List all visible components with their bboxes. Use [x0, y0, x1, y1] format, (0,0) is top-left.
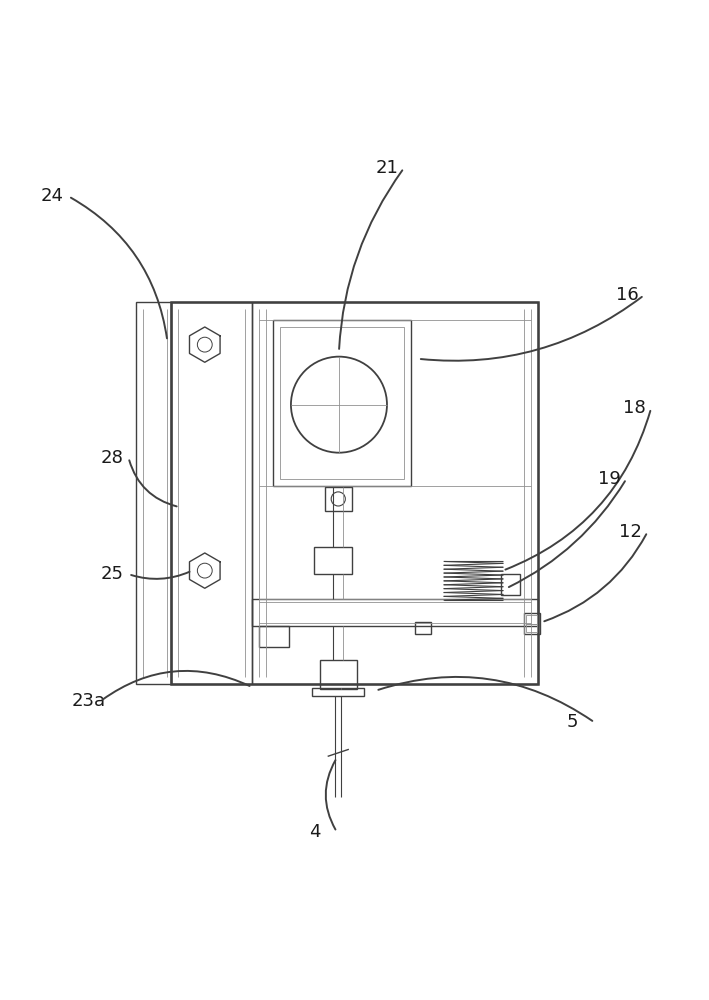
Bar — [135, 302, 171, 684]
Bar — [273, 320, 411, 486]
Bar — [524, 613, 540, 634]
Text: 23a: 23a — [72, 692, 106, 710]
Text: 12: 12 — [620, 523, 642, 541]
Bar — [526, 615, 537, 624]
Text: 19: 19 — [598, 470, 621, 488]
Bar — [325, 487, 352, 511]
Bar — [252, 599, 538, 626]
Bar — [313, 547, 352, 574]
Bar — [280, 327, 404, 479]
Bar — [320, 660, 357, 689]
Text: 25: 25 — [100, 565, 123, 583]
Text: 16: 16 — [616, 286, 639, 304]
Text: 4: 4 — [308, 823, 320, 841]
Text: 28: 28 — [100, 449, 123, 467]
Bar — [171, 302, 538, 684]
Text: 24: 24 — [40, 187, 63, 205]
Bar — [171, 302, 252, 684]
Bar — [501, 574, 520, 595]
Bar — [415, 622, 432, 634]
Text: 18: 18 — [623, 399, 646, 417]
Text: 21: 21 — [376, 159, 398, 177]
Bar — [526, 624, 537, 632]
Bar — [259, 626, 289, 647]
Bar — [252, 302, 538, 684]
Bar — [312, 688, 364, 696]
Text: 5: 5 — [566, 713, 578, 731]
